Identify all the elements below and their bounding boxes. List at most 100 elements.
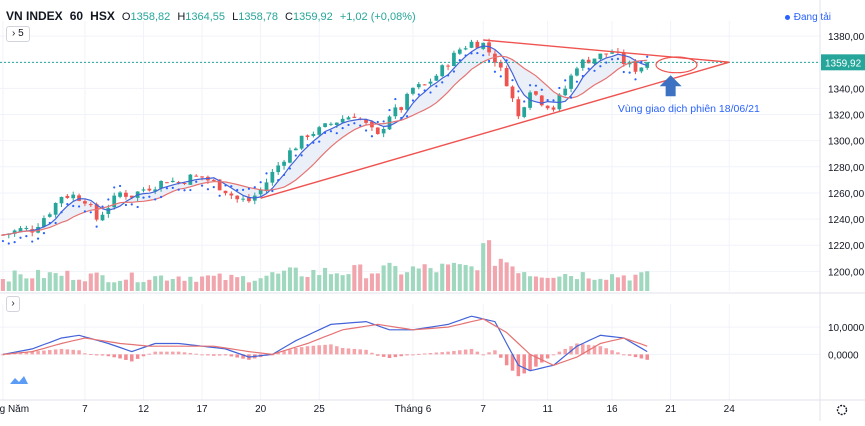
sar-dot [101, 205, 104, 208]
candle-body [311, 133, 316, 136]
macd-histogram-bar [299, 347, 304, 355]
candle-body [580, 59, 585, 68]
sar-dot [546, 98, 549, 102]
macd-histogram-bar [387, 354, 392, 358]
volume-bar [211, 275, 216, 291]
candle-body [147, 188, 152, 191]
volume-bar [94, 272, 99, 291]
volume-bar [24, 278, 29, 291]
volume-bar [410, 266, 415, 291]
sar-dot [353, 122, 356, 125]
x-tick-label: 16 [607, 404, 619, 415]
candle-body [434, 75, 439, 81]
sar-dot [318, 140, 321, 143]
macd-tick-label: 0,0000 [828, 350, 859, 361]
sar-dot [265, 172, 268, 175]
volume-bar [457, 264, 462, 291]
macd-histogram-bar [194, 353, 198, 355]
macd-histogram-bar [446, 351, 450, 355]
candle-body [621, 53, 626, 65]
sar-dot [253, 186, 256, 189]
x-tick-label: 20 [255, 404, 267, 415]
status-text: Đang tải [793, 12, 831, 23]
macd-line [2, 315, 648, 372]
volume-bar [428, 268, 433, 291]
sar-dot [72, 204, 75, 208]
volume-bar [194, 281, 199, 291]
volume-bar [364, 278, 369, 291]
volume-bar [610, 274, 615, 291]
macd-histogram-bar [141, 354, 146, 357]
sar-dot [470, 52, 473, 55]
y-tick-label: 1240,00 [828, 215, 865, 226]
macd-histogram-bar [30, 351, 34, 355]
symbol-name[interactable]: VN INDEX [6, 9, 63, 23]
y-tick-label: 1340,00 [828, 84, 865, 95]
sar-dot [277, 179, 280, 182]
sar-dot [124, 203, 128, 207]
volume-bar [118, 280, 123, 291]
candle-body [375, 127, 380, 134]
candle-body [12, 230, 17, 234]
macd-histogram-bar [428, 353, 433, 355]
sar-dot [493, 70, 497, 73]
candle-body [352, 116, 357, 118]
sar-dot [364, 129, 368, 132]
volume-bar [393, 266, 398, 291]
volume-bar [569, 276, 574, 291]
sar-dot [54, 221, 57, 225]
macd-pane [0, 292, 865, 401]
macd-tick-label: 10,0000 [828, 323, 865, 334]
x-tick-label: 7 [480, 404, 486, 415]
sar-dot [564, 79, 567, 82]
indicators-toggle-button[interactable]: › 5 [6, 26, 30, 42]
macd-histogram-bar [188, 353, 193, 355]
candle-body [323, 123, 327, 127]
sar-dot [540, 88, 543, 91]
candle-body [493, 53, 497, 63]
sar-dot [435, 85, 438, 88]
candle-body [498, 61, 503, 68]
volume-bar [188, 276, 193, 291]
chevron-right-icon: › [12, 28, 16, 39]
sar-dot [300, 154, 303, 157]
exchange: HSX [90, 9, 115, 23]
interval[interactable]: 60 [69, 9, 84, 23]
volume-bar [317, 275, 322, 291]
sar-dot [142, 196, 145, 199]
volume-bar [604, 279, 609, 291]
candle-body [211, 179, 216, 181]
volume-bar [223, 280, 228, 291]
macd-histogram-bar [171, 351, 175, 355]
sar-dot [429, 91, 432, 94]
macd-histogram-bar [463, 349, 468, 355]
drawings[interactable]: Vùng giao dịch phiên 18/06/21 [260, 39, 760, 199]
volume-bar [340, 275, 345, 291]
x-tick-label: 12 [138, 404, 150, 415]
sar-dot [1, 239, 5, 243]
x-tick-label: Tháng 6 [395, 404, 432, 415]
volume-bar [446, 264, 451, 291]
sar-dot [505, 59, 508, 62]
sar-dot [282, 173, 286, 177]
candle-body [399, 107, 404, 111]
sar-dot [400, 116, 403, 120]
volume-bar [481, 243, 486, 291]
sar-dot [616, 57, 620, 60]
sar-dot [329, 130, 333, 133]
sar-dot [48, 221, 51, 225]
volume-bar [59, 275, 64, 291]
macd-legend-toggle[interactable]: › [6, 296, 20, 312]
macd-histogram-bar [212, 354, 216, 356]
candle-body [340, 118, 345, 123]
macd-histogram-bar [592, 345, 597, 355]
volume-bar [487, 240, 492, 291]
macd-histogram-bar [557, 351, 562, 355]
macd-histogram-bar [182, 352, 187, 355]
sar-dot [241, 188, 245, 191]
gear-icon[interactable] [836, 404, 848, 416]
volume-bar [123, 279, 128, 291]
volume-bar [498, 258, 503, 291]
